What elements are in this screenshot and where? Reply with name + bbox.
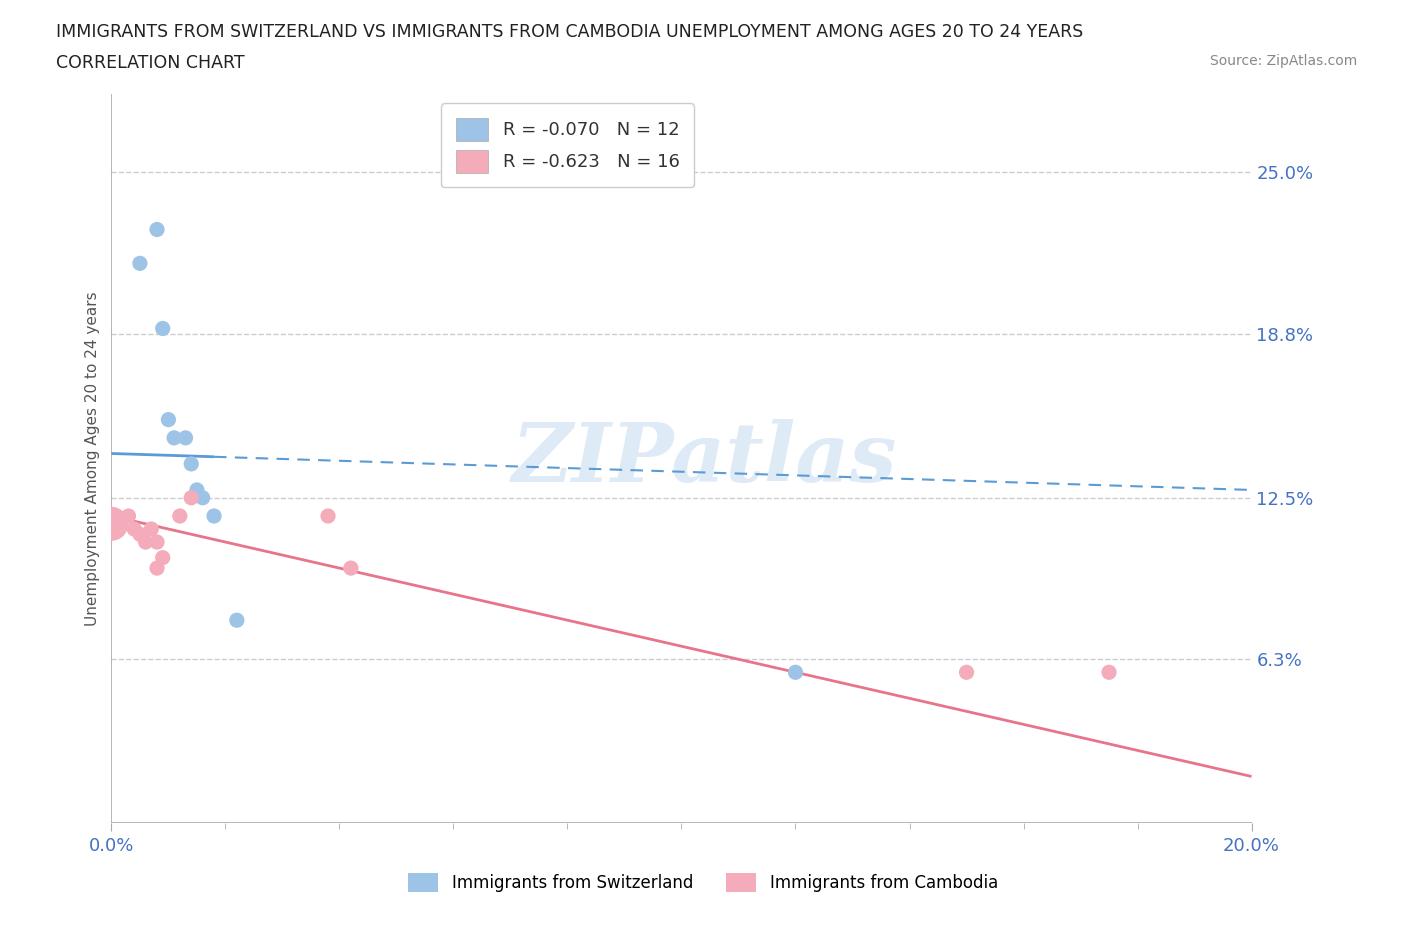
Point [186, 483, 208, 498]
Text: Source: ZipAtlas.com: Source: ZipAtlas.com [1209, 54, 1357, 68]
Point [174, 431, 197, 445]
Legend: R = -0.070   N = 12, R = -0.623   N = 16: R = -0.070 N = 12, R = -0.623 N = 16 [441, 103, 693, 188]
Point [191, 490, 214, 505]
Point [202, 509, 225, 524]
Point [180, 457, 202, 472]
Point [316, 509, 339, 524]
Point [141, 522, 163, 537]
Point [122, 522, 145, 537]
Point [135, 535, 157, 550]
Point [146, 222, 169, 237]
Point [157, 412, 180, 427]
Point [152, 551, 174, 565]
Text: CORRELATION CHART: CORRELATION CHART [56, 54, 245, 72]
Point [955, 665, 977, 680]
Point [169, 509, 191, 524]
Point [1098, 665, 1121, 680]
Point [146, 561, 169, 576]
Point [117, 509, 139, 524]
Point [340, 561, 363, 576]
Point [100, 509, 122, 524]
Point [225, 613, 247, 628]
Point [146, 535, 169, 550]
Text: ZIPatlas: ZIPatlas [512, 418, 897, 498]
Point [163, 431, 186, 445]
Point [129, 256, 152, 271]
Text: IMMIGRANTS FROM SWITZERLAND VS IMMIGRANTS FROM CAMBODIA UNEMPLOYMENT AMONG AGES : IMMIGRANTS FROM SWITZERLAND VS IMMIGRANT… [56, 23, 1084, 41]
Point [785, 665, 807, 680]
Y-axis label: Unemployment Among Ages 20 to 24 years: Unemployment Among Ages 20 to 24 years [86, 291, 100, 626]
Point [152, 321, 174, 336]
Legend: Immigrants from Switzerland, Immigrants from Cambodia: Immigrants from Switzerland, Immigrants … [402, 866, 1004, 898]
Point [100, 522, 122, 537]
Point [129, 526, 152, 541]
Point [180, 490, 202, 505]
Point [100, 516, 122, 531]
